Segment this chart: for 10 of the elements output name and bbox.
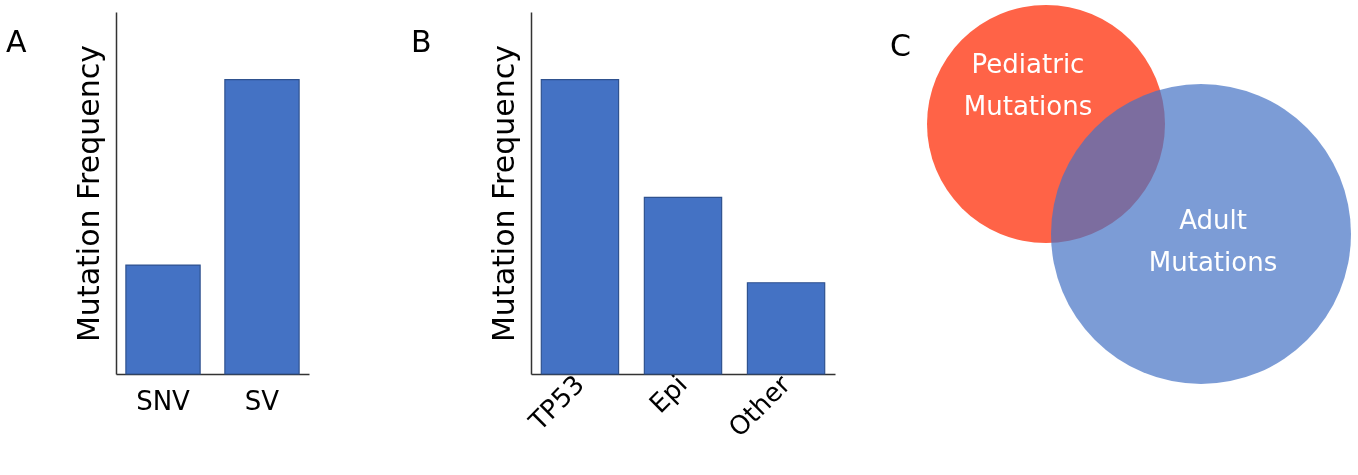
x-tick-label: SNV: [136, 385, 191, 416]
text: Pediatric Mutations: [963, 49, 1093, 121]
y-axis-title: Mutation Frequency: [70, 44, 106, 343]
chart-title: B: [411, 24, 432, 59]
text: Adult Mutations: [1148, 205, 1278, 277]
x-tick-label: SV: [244, 385, 280, 416]
text: C: [890, 28, 911, 63]
x-tick-label: Epi: [643, 369, 693, 419]
chart-title: A: [6, 24, 27, 59]
y-axis-title: Mutation Frequency: [485, 44, 521, 343]
